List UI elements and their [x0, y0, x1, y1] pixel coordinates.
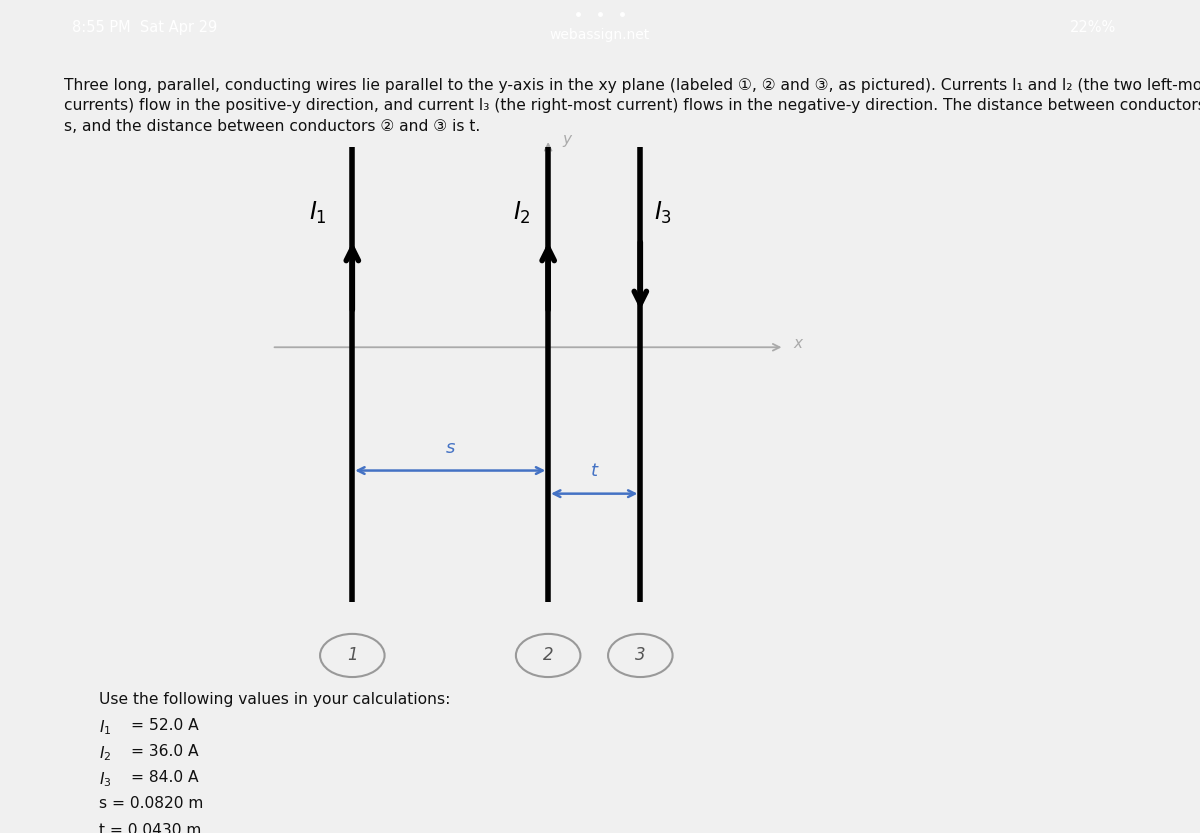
Text: 22%%: 22%%	[1069, 19, 1116, 35]
Text: 2: 2	[542, 646, 553, 665]
Text: s, and the distance between conductors ② and ③ is t.: s, and the distance between conductors ②…	[65, 119, 480, 134]
Text: $\mathit{I}_1$: $\mathit{I}_1$	[310, 199, 326, 226]
Text: t = 0.0430 m: t = 0.0430 m	[98, 823, 202, 833]
Text: Three long, parallel, conducting wires lie parallel to the y-axis in the xy plan: Three long, parallel, conducting wires l…	[65, 77, 1200, 92]
Text: y: y	[562, 132, 571, 147]
Text: $\mathit{I}_2$: $\mathit{I}_2$	[514, 199, 530, 226]
Text: 1: 1	[347, 646, 358, 665]
Text: s = 0.0820 m: s = 0.0820 m	[98, 796, 203, 811]
Text: = 36.0 A: = 36.0 A	[131, 744, 199, 759]
Text: currents) flow in the positive-y direction, and current I₃ (the right-most curre: currents) flow in the positive-y directi…	[65, 98, 1200, 113]
Text: 8:55 PM  Sat Apr 29: 8:55 PM Sat Apr 29	[72, 19, 217, 35]
Text: s: s	[445, 439, 455, 456]
Text: $\mathit{I}_3$: $\mathit{I}_3$	[654, 199, 672, 226]
Text: x: x	[793, 336, 803, 351]
Text: webassign.net: webassign.net	[550, 28, 650, 42]
Text: = 52.0 A: = 52.0 A	[131, 718, 199, 733]
Text: $I_1$: $I_1$	[98, 718, 112, 736]
Text: 3: 3	[635, 646, 646, 665]
Text: Use the following values in your calculations:: Use the following values in your calcula…	[98, 691, 450, 706]
Text: t: t	[590, 461, 598, 480]
Text: = 84.0 A: = 84.0 A	[131, 771, 199, 786]
Text: $I_3$: $I_3$	[98, 771, 112, 789]
Text: $I_2$: $I_2$	[98, 744, 112, 763]
